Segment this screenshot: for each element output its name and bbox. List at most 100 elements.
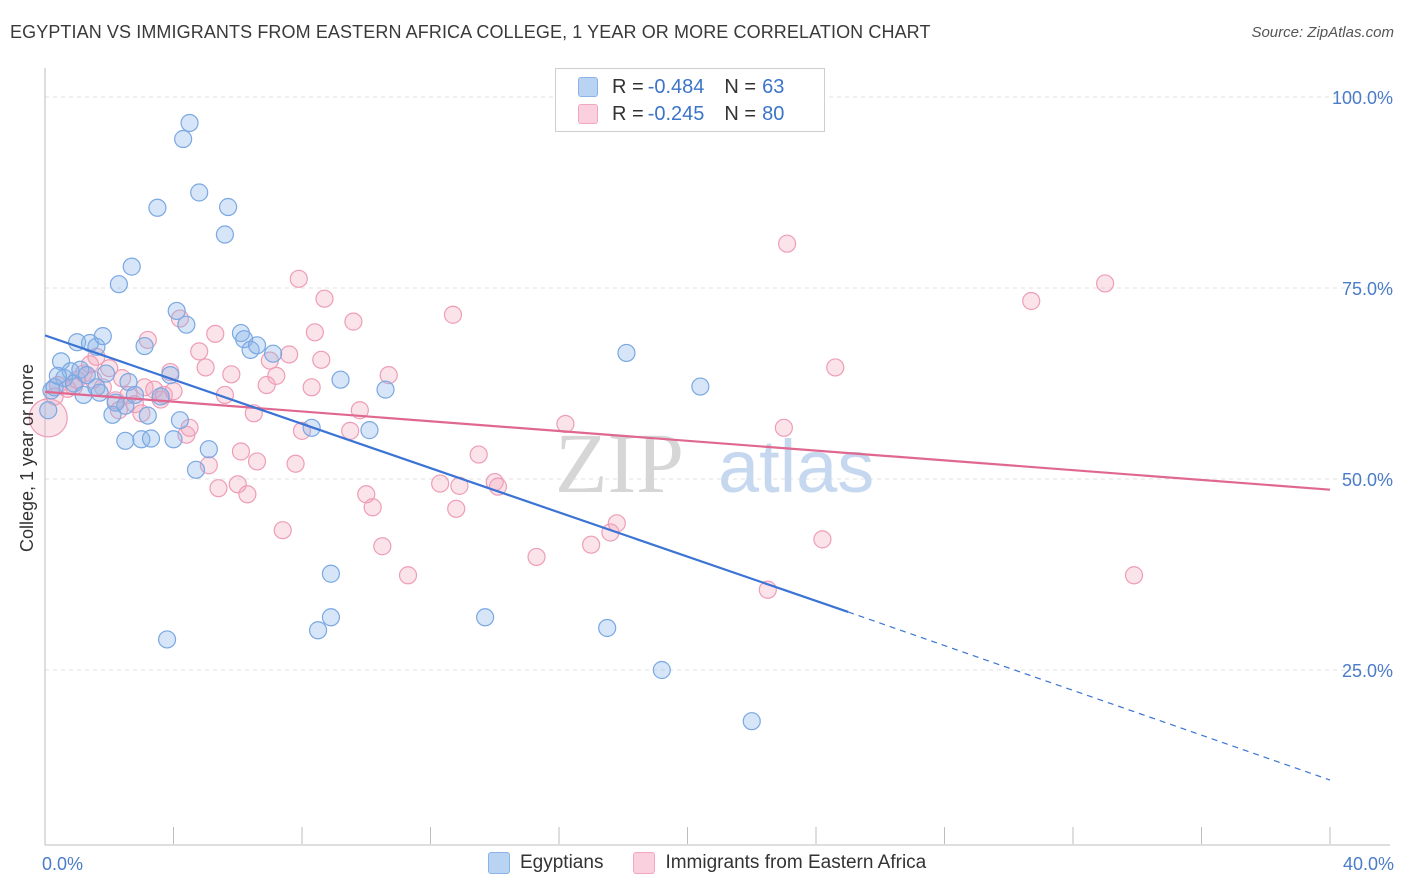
legend-swatch-blue — [488, 852, 510, 874]
immigrants-point — [431, 474, 450, 493]
egyptians-point — [116, 431, 135, 450]
egyptians-point — [174, 129, 193, 149]
chart-title: EGYPTIAN VS IMMIGRANTS FROM EASTERN AFRI… — [10, 22, 931, 42]
immigrants-point — [777, 234, 797, 253]
egyptians-point — [321, 564, 341, 583]
immigrants-point — [774, 418, 793, 437]
egyptians-point — [164, 430, 183, 449]
legend-swatch-pink — [578, 104, 598, 124]
x-tick-label-max: 40.0% — [1343, 854, 1394, 874]
immigrants-point — [1124, 566, 1144, 585]
egyptians-point — [68, 333, 87, 352]
egyptians-point — [77, 365, 96, 385]
y-tick-labels: 25.0% 50.0% 75.0% 100.0% — [1332, 88, 1393, 681]
legend-label-immigrants: Immigrants from Eastern Africa — [665, 852, 927, 873]
immigrants-point — [247, 452, 267, 471]
immigrants-point — [273, 521, 292, 540]
egyptians-point — [180, 113, 199, 133]
egyptians-point — [598, 618, 617, 638]
immigrants-point — [341, 421, 360, 440]
source-label: Source: ZipAtlas.com — [1251, 24, 1394, 41]
immigrants-point — [145, 380, 164, 399]
egyptians-point — [48, 366, 67, 385]
y-tick-label: 100.0% — [1332, 88, 1393, 108]
x-tick-label-min: 0.0% — [42, 854, 83, 874]
immigrants-point — [826, 358, 845, 377]
egyptians-point — [177, 315, 196, 334]
legend-row-egyptians: R = -0.484 N = 63 — [578, 75, 784, 99]
immigrants-point — [1022, 291, 1041, 311]
legend-item-egyptians: Egyptians — [488, 852, 603, 874]
egyptians-point — [141, 429, 161, 448]
immigrants-point — [302, 378, 321, 397]
watermark-zip: ZIP — [555, 415, 684, 511]
immigrants-point — [209, 479, 228, 498]
immigrants-point — [315, 289, 334, 308]
legend-n-value: 80 — [762, 102, 785, 125]
immigrants-point — [257, 375, 276, 395]
legend-row-immigrants: R = -0.245 N = 80 — [578, 102, 784, 126]
immigrants-point — [312, 350, 331, 369]
legend-r-label: R = — [612, 75, 644, 98]
egyptians-point — [652, 660, 671, 680]
legend-label-egyptians: Egyptians — [520, 852, 604, 873]
immigrants-point — [206, 324, 225, 343]
egyptians-point — [691, 377, 710, 396]
immigrants-point — [222, 365, 241, 384]
egyptians-point — [170, 411, 190, 430]
egyptians-point — [132, 430, 151, 449]
egyptians-point — [476, 608, 495, 627]
immigrants-point — [80, 355, 100, 374]
immigrants-point — [813, 530, 832, 549]
immigrants-point — [286, 454, 305, 473]
grid-lines — [45, 96, 1390, 671]
watermark-atlas: atlas — [718, 425, 874, 508]
stats-legend: R = -0.484 N = 63 R = -0.245 N = 80 — [555, 68, 825, 132]
immigrants-point — [363, 498, 382, 517]
legend-r-value: -0.484 — [647, 75, 705, 98]
y-axis-label: College, 1 year or more — [17, 364, 37, 552]
egyptians-point — [199, 440, 218, 459]
egyptians-point — [742, 712, 761, 731]
immigrants-point — [344, 312, 363, 331]
immigrants-point — [180, 418, 199, 437]
egyptians-point — [617, 343, 636, 363]
egyptians-point — [109, 275, 128, 294]
egyptians-point — [90, 383, 109, 402]
immigrants-point — [527, 547, 546, 567]
egyptians-point — [376, 380, 395, 399]
immigrants-point — [556, 414, 575, 434]
egyptians-point — [263, 344, 283, 363]
egyptians-point — [148, 198, 167, 217]
egyptians-point — [360, 421, 379, 440]
egyptians-point — [321, 608, 341, 627]
egyptians-point — [186, 460, 206, 479]
immigrants-point — [231, 442, 251, 461]
trend-lines — [44, 334, 1331, 781]
series-legend: Egyptians Immigrants from Eastern Africa — [488, 852, 956, 874]
egyptians-point — [247, 336, 267, 355]
egyptians-point — [125, 385, 145, 405]
egyptians-point — [331, 370, 350, 389]
legend-swatch-blue — [578, 77, 598, 97]
egyptians-point — [122, 257, 141, 276]
immigrants-point — [100, 359, 119, 378]
immigrants-point — [447, 499, 466, 518]
legend-item-immigrants: Immigrants from Eastern Africa — [633, 852, 926, 874]
egyptians-trend-line — [44, 334, 849, 613]
immigrants-trend-line — [44, 390, 1331, 491]
egyptians-point — [96, 364, 116, 383]
immigrants-point — [469, 445, 488, 464]
egyptians-point — [151, 387, 170, 406]
legend-swatch-pink — [633, 852, 656, 874]
immigrants-point — [190, 342, 209, 361]
immigrants-point — [373, 537, 392, 556]
egyptians-point — [138, 406, 157, 425]
immigrants-point — [379, 365, 398, 385]
egyptians-point — [157, 630, 177, 649]
immigrants-point — [582, 535, 601, 554]
y-tick-label: 25.0% — [1342, 661, 1393, 681]
immigrants-point — [289, 269, 308, 288]
legend-r-label: R = — [612, 102, 644, 125]
